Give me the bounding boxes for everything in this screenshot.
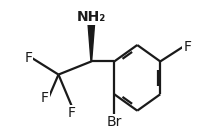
Text: F: F bbox=[183, 40, 191, 54]
Text: F: F bbox=[41, 91, 49, 105]
Text: F: F bbox=[24, 51, 32, 65]
Polygon shape bbox=[88, 24, 95, 61]
Text: F: F bbox=[68, 106, 76, 120]
Text: Br: Br bbox=[107, 115, 122, 129]
Text: NH₂: NH₂ bbox=[77, 10, 106, 24]
